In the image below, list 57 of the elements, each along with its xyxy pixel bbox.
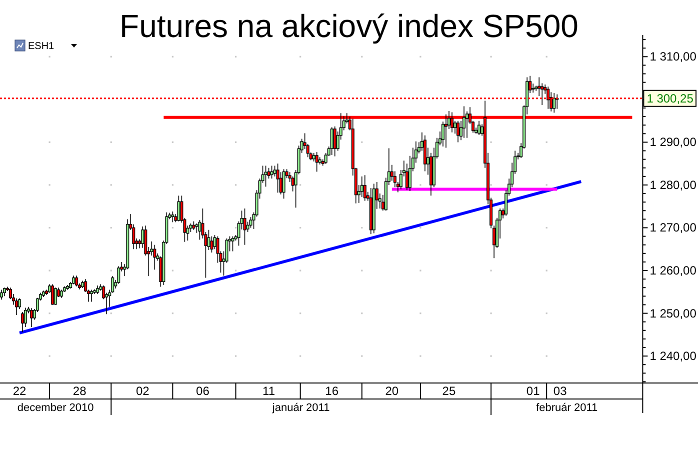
candlestick [54,287,58,306]
ref-line-label: 1 300,25 [646,91,694,106]
candlestick [462,106,466,138]
candlestick [249,216,252,228]
chart-title: Futures na akciový index SP500 [120,8,578,44]
candlestick [552,92,556,114]
candlestick [195,223,198,234]
candlestick [177,195,180,222]
candlestick [273,165,276,177]
candlestick [264,165,268,188]
annotation: ESH1 [28,41,55,52]
candlestick [231,236,234,252]
x-tick-label: 02 [136,384,150,398]
x-tick-label: 06 [196,384,210,398]
x-tick-label: 03 [553,384,568,398]
x-tick-label: 01 [526,384,540,398]
candlestick [117,266,120,284]
candlestick [532,83,535,93]
y-tick-label: 1 240,00 [650,349,697,364]
candlestick [276,163,280,194]
candlestick [363,174,366,202]
text: december 2010 [17,402,94,414]
y-tick-label: 1 270,00 [650,220,697,235]
candlestick [90,289,94,302]
candlestick [21,312,24,333]
candlestick [453,120,456,134]
candlestick [478,120,481,136]
candlestick [270,165,274,179]
candlestick [243,208,246,246]
candlestick [333,126,336,157]
x-tick-label: 20 [385,384,399,398]
candlestick [330,126,334,156]
x-tick-label: 28 [72,384,87,398]
x-tick-label: 22 [12,384,27,398]
candlestick [51,284,54,306]
candlestick [153,244,156,270]
candlestick [405,163,408,191]
candlestick [171,211,174,223]
candlestick [282,168,286,200]
candlestick [246,221,250,232]
candlestick [30,308,34,328]
candlestick [423,134,426,172]
candlestick [15,298,18,316]
y-tick-label: 1 250,00 [650,306,697,320]
y-tick-label: 1 290,00 [650,135,697,150]
text: február 2011 [536,402,598,414]
candlestick [75,275,78,287]
x-tick-label: 16 [325,384,339,398]
y-tick-label: 1 260,00 [650,264,697,278]
text: január 2011 [271,402,330,414]
candlestick [0,289,3,300]
candlestick [456,120,460,143]
x-tick-label: 25 [442,384,456,398]
y-tick-label: 1 280,00 [650,178,697,192]
candlestick [315,152,318,172]
x-tick-label: 11 [262,384,276,398]
y-tick-label: 1 310,00 [650,50,697,64]
